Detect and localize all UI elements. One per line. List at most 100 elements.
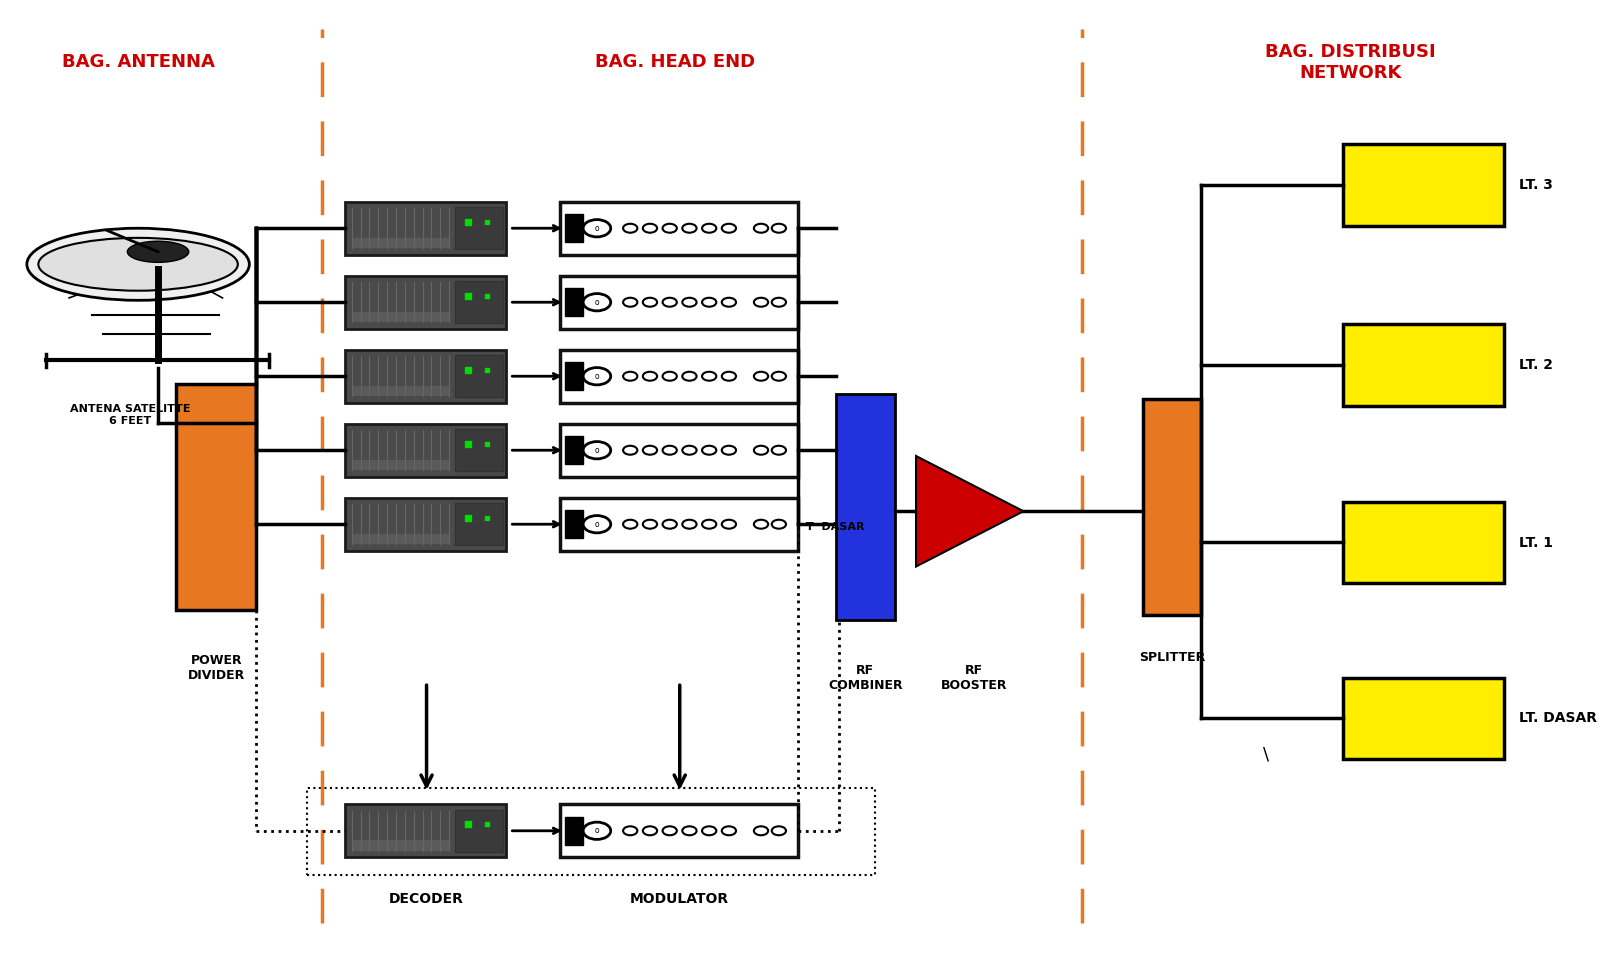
Bar: [354, 459, 450, 470]
Circle shape: [722, 826, 736, 835]
Bar: [454, 207, 502, 249]
Circle shape: [662, 372, 677, 381]
Ellipse shape: [27, 228, 250, 300]
Circle shape: [771, 298, 786, 307]
Text: BAG. HEAD END: BAG. HEAD END: [595, 54, 755, 71]
Circle shape: [754, 224, 768, 233]
Circle shape: [702, 372, 717, 381]
Circle shape: [722, 520, 736, 529]
Bar: [346, 804, 506, 857]
Circle shape: [643, 826, 658, 835]
Circle shape: [582, 220, 611, 236]
Circle shape: [582, 823, 611, 839]
Text: o: o: [595, 826, 600, 835]
Circle shape: [771, 224, 786, 233]
Circle shape: [702, 446, 717, 455]
Bar: [346, 202, 506, 255]
Text: LT. 2: LT. 2: [1518, 358, 1554, 372]
Text: o: o: [595, 372, 600, 381]
Circle shape: [771, 826, 786, 835]
Text: DECODER: DECODER: [389, 892, 464, 905]
Polygon shape: [917, 456, 1024, 566]
Bar: [454, 504, 502, 545]
Bar: [565, 214, 582, 242]
Circle shape: [682, 298, 696, 307]
Bar: [454, 355, 502, 398]
Circle shape: [722, 298, 736, 307]
Bar: [354, 237, 450, 248]
Circle shape: [662, 298, 677, 307]
Bar: [346, 498, 506, 551]
Bar: [837, 394, 894, 620]
Bar: [1342, 324, 1504, 406]
Circle shape: [702, 298, 717, 307]
Circle shape: [622, 372, 637, 381]
Bar: [560, 498, 798, 551]
Circle shape: [582, 294, 611, 310]
Text: o: o: [595, 520, 600, 529]
Text: o: o: [595, 446, 600, 455]
Circle shape: [622, 224, 637, 233]
Circle shape: [771, 372, 786, 381]
Circle shape: [682, 520, 696, 529]
Text: LT. DASAR: LT. DASAR: [1518, 711, 1597, 725]
Circle shape: [643, 520, 658, 529]
Bar: [346, 276, 506, 329]
Text: BAG. DISTRIBUSI
NETWORK: BAG. DISTRIBUSI NETWORK: [1266, 43, 1435, 82]
Circle shape: [662, 446, 677, 455]
Bar: [565, 288, 582, 316]
Text: \: \: [1262, 746, 1269, 763]
Bar: [560, 350, 798, 403]
Circle shape: [662, 826, 677, 835]
Bar: [560, 202, 798, 255]
Circle shape: [771, 446, 786, 455]
Circle shape: [754, 520, 768, 529]
Bar: [354, 311, 450, 322]
Circle shape: [702, 520, 717, 529]
Text: RF
BOOSTER: RF BOOSTER: [941, 663, 1008, 692]
Text: MODULATOR: MODULATOR: [630, 892, 730, 905]
Circle shape: [722, 224, 736, 233]
Bar: [560, 276, 798, 329]
Text: POWER
DIVIDER: POWER DIVIDER: [187, 653, 245, 682]
Circle shape: [662, 224, 677, 233]
Circle shape: [643, 446, 658, 455]
Ellipse shape: [128, 241, 189, 262]
Bar: [307, 788, 875, 875]
Circle shape: [622, 520, 637, 529]
Circle shape: [754, 826, 768, 835]
Circle shape: [643, 372, 658, 381]
Bar: [346, 350, 506, 403]
Text: T  DASAR: T DASAR: [805, 522, 864, 531]
Circle shape: [754, 372, 768, 381]
Bar: [346, 424, 506, 477]
Ellipse shape: [38, 237, 238, 290]
Circle shape: [582, 516, 611, 532]
Circle shape: [771, 520, 786, 529]
Circle shape: [682, 372, 696, 381]
Bar: [454, 281, 502, 323]
Circle shape: [682, 826, 696, 835]
Bar: [1142, 399, 1202, 615]
Circle shape: [643, 224, 658, 233]
Circle shape: [754, 298, 768, 307]
Bar: [354, 533, 450, 544]
Circle shape: [702, 826, 717, 835]
Bar: [565, 436, 582, 464]
Bar: [565, 362, 582, 390]
Bar: [454, 429, 502, 472]
Text: LT. 1: LT. 1: [1518, 536, 1554, 550]
Circle shape: [662, 520, 677, 529]
Bar: [1342, 502, 1504, 583]
Bar: [354, 385, 450, 396]
Circle shape: [643, 298, 658, 307]
Circle shape: [582, 368, 611, 384]
Circle shape: [682, 224, 696, 233]
Circle shape: [754, 446, 768, 455]
Bar: [454, 809, 502, 851]
Circle shape: [722, 446, 736, 455]
Circle shape: [722, 372, 736, 381]
Circle shape: [702, 224, 717, 233]
Bar: [565, 510, 582, 538]
Bar: [560, 424, 798, 477]
